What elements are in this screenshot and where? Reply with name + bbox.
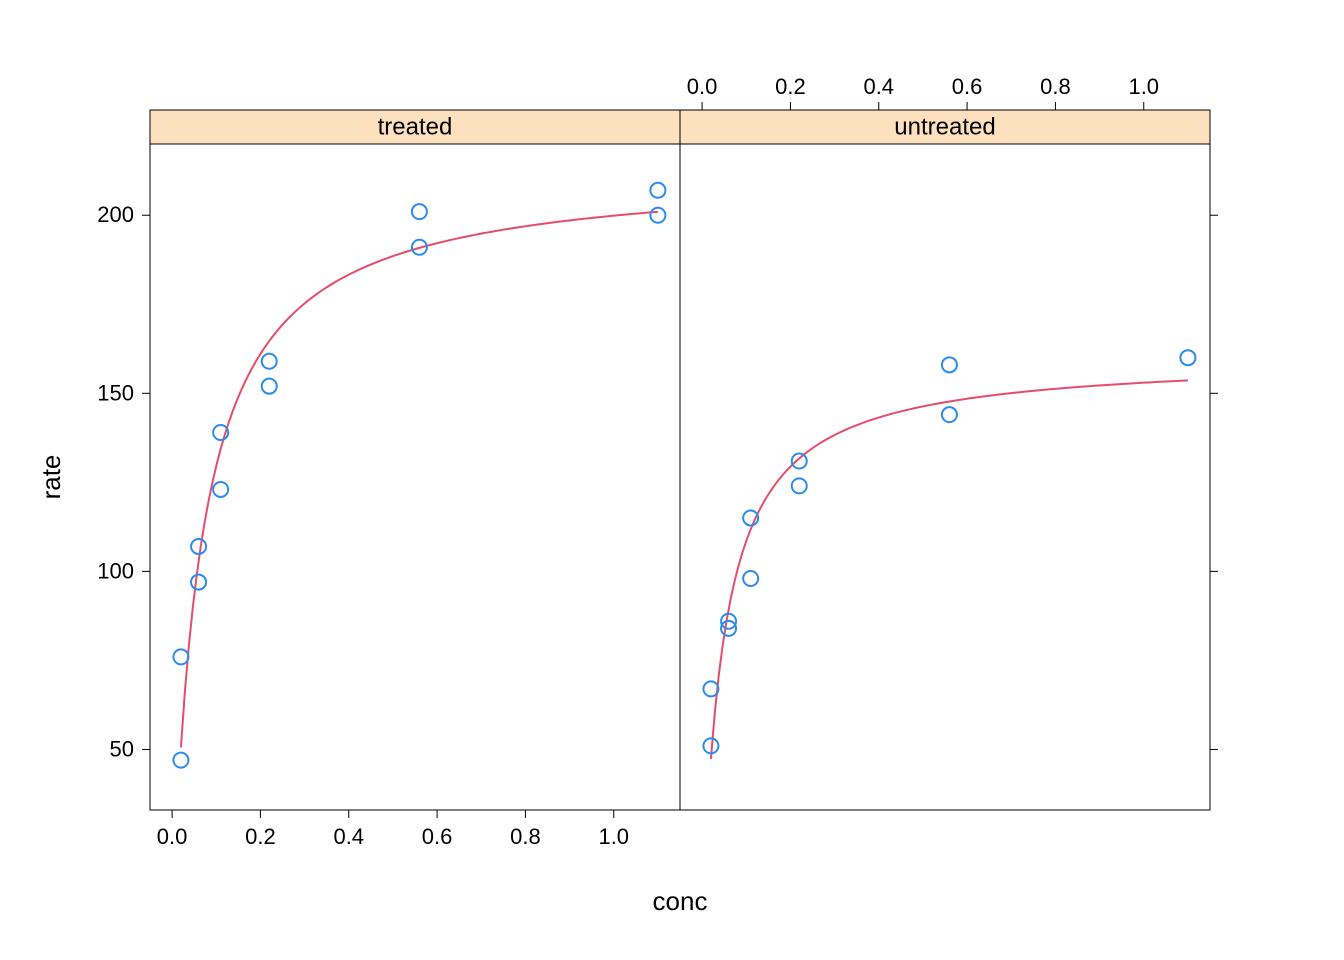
x-tick-label: 0.0 bbox=[687, 74, 718, 99]
y-tick-label: 150 bbox=[97, 380, 134, 405]
x-tick-label: 0.2 bbox=[245, 824, 276, 849]
x-tick-label: 0.8 bbox=[510, 824, 541, 849]
y-tick-label: 100 bbox=[97, 558, 134, 583]
x-tick-label: 1.0 bbox=[1128, 74, 1159, 99]
x-tick-label: 0.8 bbox=[1040, 74, 1071, 99]
x-tick-label: 0.6 bbox=[422, 824, 453, 849]
x-tick-label: 0.2 bbox=[775, 74, 806, 99]
x-tick-label: 1.0 bbox=[598, 824, 629, 849]
x-tick-label: 0.6 bbox=[952, 74, 983, 99]
strip-label-treated: treated bbox=[378, 113, 453, 140]
lattice-chart: rate conc treated 0.0 0.2 0.4 0.6 0.8 1.0 untreat… bbox=[0, 0, 1344, 960]
x-tick-label: 0.4 bbox=[333, 824, 364, 849]
strip-label-untreated: untreated bbox=[894, 113, 995, 140]
x-axis-label: conc bbox=[653, 886, 708, 916]
y-tick-label: 200 bbox=[97, 202, 134, 227]
y-axis-label: rate bbox=[36, 455, 66, 500]
y-tick-label: 50 bbox=[110, 736, 134, 761]
x-tick-label: 0.0 bbox=[157, 824, 188, 849]
x-tick-label: 0.4 bbox=[863, 74, 894, 99]
